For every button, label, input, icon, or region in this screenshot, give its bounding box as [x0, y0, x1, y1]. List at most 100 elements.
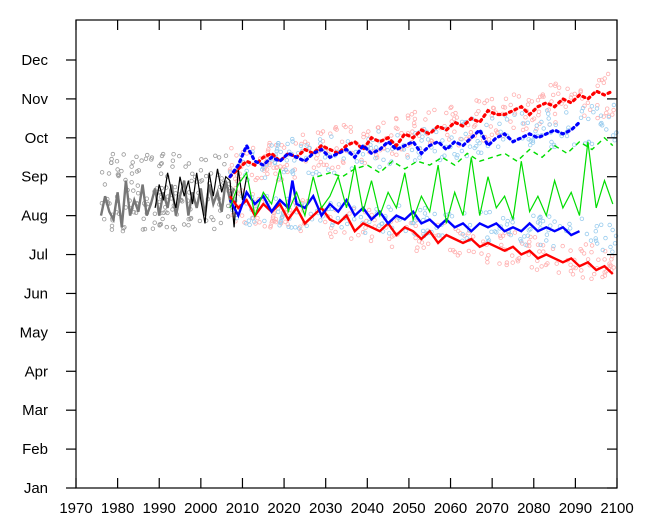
x-tick-label: 1970 [59, 500, 92, 517]
x-tick-label: 2030 [309, 500, 342, 517]
scatter-point-red [611, 107, 616, 113]
scatter-point-historical [188, 215, 194, 221]
scatter-point-red [399, 130, 404, 136]
scatter-point-red [473, 122, 478, 128]
scatter-point-red [316, 163, 321, 168]
scatter-point-blue [279, 214, 285, 219]
scatter-point-red [412, 116, 418, 122]
scatter-point-red [449, 104, 454, 110]
scatter-point-red [264, 167, 270, 172]
scatter-point-historical [140, 227, 146, 232]
scatter-point-red [535, 242, 541, 247]
scatter-point-red [508, 102, 513, 108]
x-tick-label: 2050 [392, 500, 425, 517]
scatter-point-blue [341, 156, 346, 161]
scatter-point-blue [467, 144, 473, 149]
scatter-point-red [369, 234, 375, 239]
scatter-point-red [321, 162, 326, 167]
scatter-point-red [255, 215, 260, 221]
scatter-point-blue [354, 159, 360, 164]
x-tick-label: 1980 [101, 500, 134, 517]
scatter-point-blue [298, 143, 304, 149]
scatter-point-blue [417, 155, 422, 160]
scatter-point-blue [275, 143, 281, 148]
scatter-point-red [318, 159, 323, 165]
scatter-point-red [535, 258, 540, 263]
scatter-point-red [585, 257, 591, 262]
scatter-point-blue [497, 121, 502, 126]
scatter-point-red [412, 109, 418, 115]
y-tick-label: Jan [24, 480, 48, 497]
scatter-point-red [515, 259, 521, 264]
scatter-point-historical [142, 226, 148, 232]
scatter-point-red [602, 273, 608, 278]
scatter-point-red [511, 92, 517, 97]
scatter-point-blue [308, 211, 313, 217]
scatter-point-historical [129, 180, 134, 185]
scatter-point-blue [572, 142, 577, 147]
scatter-point-red [582, 113, 587, 118]
scatter-point-blue [377, 164, 382, 170]
scatter-point-blue [285, 141, 290, 147]
scatter-point-red [527, 239, 532, 244]
scatter-point-red [458, 231, 463, 236]
scatter-point-blue [283, 167, 289, 173]
scatter-point-blue [608, 244, 613, 250]
y-tick-label: Aug [21, 208, 48, 225]
scatter-point-blue [246, 218, 252, 223]
scatter-point-red [560, 243, 565, 249]
x-tick-label: 2100 [600, 500, 633, 517]
scatter-point-red [315, 152, 320, 158]
scatter-point-blue [459, 148, 465, 154]
scatter-point-red [540, 243, 546, 248]
scatter-point-red [580, 275, 585, 280]
scatter-point-blue [330, 222, 335, 228]
scatter-point-historical [164, 224, 169, 230]
scatter-point-blue [487, 209, 492, 215]
scatter-point-blue [610, 227, 615, 233]
scatter-point-blue [611, 102, 617, 108]
scatter-point-historical [190, 171, 195, 176]
y-tick-label: Jun [24, 285, 48, 302]
scatter-point-red [595, 83, 600, 88]
scatter-point-blue [504, 117, 510, 122]
scatter-point-blue [504, 222, 510, 227]
scatter-point-blue [528, 142, 533, 148]
scatter-point-red [341, 122, 347, 128]
scatter-point-red [541, 249, 546, 254]
scatter-point-red [554, 261, 559, 266]
scatter-point-red [610, 112, 615, 117]
y-tick-label: Feb [22, 441, 48, 458]
scatter-point-red [283, 219, 288, 224]
scatter-point-historical [160, 151, 166, 157]
scatter-point-red [578, 88, 583, 93]
scatter-point-historical [189, 178, 194, 184]
scatter-point-historical [120, 228, 126, 234]
scatter-point-red [329, 234, 334, 240]
scatter-point-blue [607, 222, 612, 228]
scatter-point-red [468, 129, 474, 135]
scatter-point-blue [594, 106, 600, 111]
scatter-point-blue [578, 115, 584, 120]
scatter-point-historical [158, 161, 164, 167]
scatter-point-historical [133, 210, 139, 215]
scatter-point-red [479, 251, 484, 256]
scatter-point-blue [522, 234, 527, 239]
scatter-point-historical [108, 160, 114, 165]
scatter-point-red [504, 260, 510, 265]
scatter-point-historical [129, 171, 135, 176]
scatter-point-blue [449, 213, 455, 219]
scatter-point-blue [593, 228, 598, 234]
scatter-point-blue [604, 127, 609, 132]
scatter-point-blue [566, 125, 571, 130]
scatter-point-historical [170, 164, 175, 169]
scatter-point-historical [109, 223, 115, 229]
scatter-point-red [568, 95, 574, 100]
scatter-point-red [267, 143, 272, 148]
scatter-point-red [603, 248, 608, 254]
scatter-point-historical [186, 161, 192, 166]
scatter-point-blue [530, 138, 536, 143]
scatter-point-red [265, 171, 270, 177]
scatter-point-blue [250, 216, 256, 221]
scatter-point-red [273, 171, 278, 176]
